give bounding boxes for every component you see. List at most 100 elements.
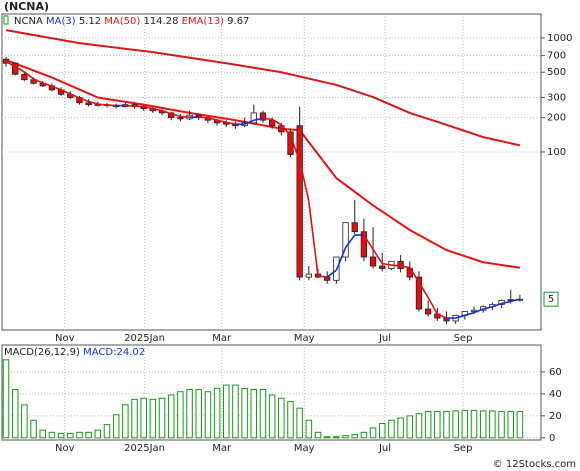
ma3-segment — [482, 305, 493, 310]
y-tick-label: 40 — [549, 389, 562, 400]
ma3-segment — [51, 85, 62, 91]
ma3-segment — [510, 298, 521, 303]
macd-bar — [323, 436, 331, 439]
ma3-segment — [134, 105, 144, 108]
x-tick-label: Sep — [454, 443, 473, 454]
macd-bar — [223, 384, 230, 439]
ma3-segment — [244, 119, 255, 125]
macd-bar — [507, 410, 514, 439]
macd-bar — [122, 404, 129, 439]
macd-bar — [250, 388, 258, 439]
macd-bar — [278, 397, 285, 439]
ma3-segment — [5, 60, 16, 68]
ma3-segment — [170, 112, 181, 118]
ma3-segment — [97, 103, 108, 106]
x-tick-label: 2025Jan — [124, 443, 165, 454]
macd-bar — [415, 413, 423, 439]
ma3-segment — [14, 65, 25, 73]
macd-bar — [112, 414, 120, 439]
x-tick-label: 2025Jan — [124, 333, 165, 344]
macd-bar — [48, 431, 56, 439]
ma3-segment — [262, 117, 273, 121]
macd-bar — [360, 431, 368, 439]
macd-bar — [333, 436, 340, 439]
footer: © 12Stocks.com — [493, 459, 576, 470]
macd-bar — [167, 394, 175, 439]
ma3-segment — [180, 115, 190, 118]
candle-body — [397, 260, 404, 269]
macd-bar — [57, 432, 65, 439]
x-tick-label: May — [294, 333, 315, 344]
macd-bar — [149, 398, 157, 439]
y-tick-label: 100 — [547, 147, 566, 158]
macd-bar — [204, 391, 212, 439]
ma3-segment — [317, 275, 328, 278]
chart-title: (NCNA) — [4, 0, 49, 13]
x-tick-label: Jul — [378, 333, 391, 344]
ma3-segment — [289, 135, 301, 161]
macd-bar — [186, 388, 193, 439]
x-tick-label: May — [294, 443, 315, 454]
macd-bar — [85, 431, 92, 439]
x-tick-label: Nov — [55, 333, 75, 344]
macd-bar — [67, 432, 74, 439]
legend-text: NCNA MA(3) 5.12 MA(50) 114.28 EMA(13) 9.… — [14, 16, 249, 27]
ma3-segment — [436, 313, 447, 319]
macd-bar — [434, 410, 441, 439]
macd-bar — [131, 398, 138, 439]
macd-value: MACD:24.02 — [83, 347, 145, 358]
macd-bar — [305, 419, 313, 439]
ma3-segment — [298, 160, 310, 202]
last-price-label: 5 — [548, 294, 554, 305]
x-tick-label: Jul — [378, 443, 391, 454]
ma3-segment — [42, 82, 53, 87]
x-tick-label: Mar — [212, 443, 232, 454]
macd-bar — [11, 388, 19, 439]
y-tick-label: 200 — [547, 113, 566, 124]
macd-bar — [379, 423, 386, 439]
ma3-segment — [382, 262, 392, 266]
macd-bar — [424, 410, 432, 439]
x-tick-label: Sep — [454, 333, 473, 344]
macd-bar — [369, 427, 377, 439]
candle-body — [424, 308, 432, 315]
y-tick-label: 20 — [549, 411, 562, 422]
ma3-segment — [372, 248, 383, 265]
y-tick-label: 300 — [547, 93, 566, 104]
macd-bar — [232, 384, 239, 439]
macd-bar — [342, 435, 349, 439]
macd-panel — [1, 344, 542, 441]
ma3-segment — [280, 124, 292, 137]
ma3-segment — [344, 234, 356, 249]
ma3-segment — [418, 281, 429, 298]
candle-body — [21, 73, 28, 81]
ma3-segment — [60, 89, 71, 95]
last-price-box — [543, 291, 559, 307]
ma3-segment — [143, 105, 154, 110]
ma3-segment — [326, 269, 337, 278]
legend-symbol: NCNA — [14, 16, 43, 27]
ma3-segment — [455, 314, 466, 319]
legend-icon — [3, 15, 9, 25]
macd-bar — [259, 388, 267, 439]
legend: NCNA MA(3) 5.12 MA(50) 114.28 EMA(13) 9.… — [3, 15, 249, 358]
ma3-segment — [464, 311, 475, 317]
macd-bar — [21, 404, 28, 439]
macd-bar — [443, 410, 450, 439]
macd-bar — [516, 410, 524, 439]
macd-bar — [479, 410, 487, 439]
ma3-segment — [106, 104, 117, 107]
x-tick-label: Nov — [55, 443, 75, 454]
candle-body — [507, 299, 514, 301]
macd-bar — [2, 359, 10, 439]
ma3-segment — [409, 267, 420, 283]
macd-bar — [103, 424, 111, 439]
ma3-segment — [69, 93, 80, 99]
y-tick-label: 0 — [549, 433, 555, 444]
macd-bar — [39, 429, 46, 439]
ma3-segment — [473, 308, 484, 314]
ma3-segment — [207, 116, 218, 121]
legend-name: MA(50) — [104, 16, 140, 27]
